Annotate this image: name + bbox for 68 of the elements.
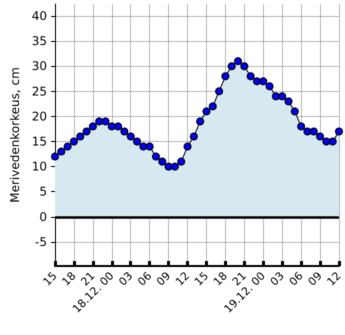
y-tick-label: 5 <box>39 184 47 199</box>
x-tick-label: 06 <box>286 269 306 288</box>
x-tick-label: 03 <box>116 269 136 288</box>
y-tick-label: 10 <box>32 160 47 174</box>
x-tick-label: 09 <box>154 269 174 288</box>
y-tick-label: 35 <box>32 34 47 48</box>
point <box>82 127 91 136</box>
point <box>297 122 306 130</box>
point <box>234 57 242 66</box>
point <box>316 132 324 141</box>
point <box>133 138 142 146</box>
point <box>272 92 280 100</box>
x-tick-label: 12 <box>173 269 192 288</box>
x-tick-label: 21 <box>230 269 249 288</box>
point <box>146 142 154 151</box>
point <box>164 162 173 171</box>
point <box>278 92 286 100</box>
x-tick-label: 18 <box>210 269 230 288</box>
point <box>126 132 135 141</box>
point <box>196 117 204 126</box>
x-tick-label: 12 <box>324 269 344 288</box>
point <box>139 142 148 151</box>
point <box>246 72 255 80</box>
point <box>290 107 299 116</box>
point <box>310 127 318 136</box>
point <box>170 162 179 171</box>
point <box>208 102 217 110</box>
point <box>158 158 166 166</box>
point <box>221 72 230 80</box>
y-tick-label: -5 <box>35 234 47 249</box>
y-tick-label: 20 <box>32 109 47 124</box>
x-tick-label: 18 <box>59 269 79 288</box>
point <box>259 77 268 86</box>
point <box>303 127 312 136</box>
y-tick-label: 15 <box>32 134 47 149</box>
point <box>184 142 192 151</box>
point <box>322 138 330 146</box>
point <box>114 122 122 130</box>
point <box>202 107 210 116</box>
point <box>51 152 59 161</box>
point <box>64 142 72 151</box>
point <box>334 127 343 136</box>
y-tick-label: 40 <box>32 9 47 24</box>
y-tick-label: 0 <box>39 210 47 224</box>
point <box>152 152 160 161</box>
x-tick-label: 21 <box>78 269 98 288</box>
y-tick-label: 25 <box>32 84 47 98</box>
point <box>190 132 198 141</box>
point <box>228 62 236 70</box>
point <box>76 132 84 141</box>
point <box>101 117 110 126</box>
x-tick-label: 06 <box>135 269 154 288</box>
point <box>120 127 128 136</box>
point <box>252 77 261 86</box>
point <box>88 122 97 130</box>
point <box>215 87 224 96</box>
point <box>328 138 337 146</box>
point <box>240 62 248 70</box>
x-tick-label: 09 <box>306 269 325 288</box>
y-axis-title: Merivedenkorkeus, cm <box>8 67 22 203</box>
point <box>177 158 186 166</box>
point <box>70 138 78 146</box>
point <box>57 148 66 156</box>
point <box>284 97 293 106</box>
point <box>266 82 274 90</box>
x-tick-label: 03 <box>268 269 287 288</box>
y-tick-label: 30 <box>32 59 47 74</box>
x-tick-label: 15 <box>192 269 212 288</box>
